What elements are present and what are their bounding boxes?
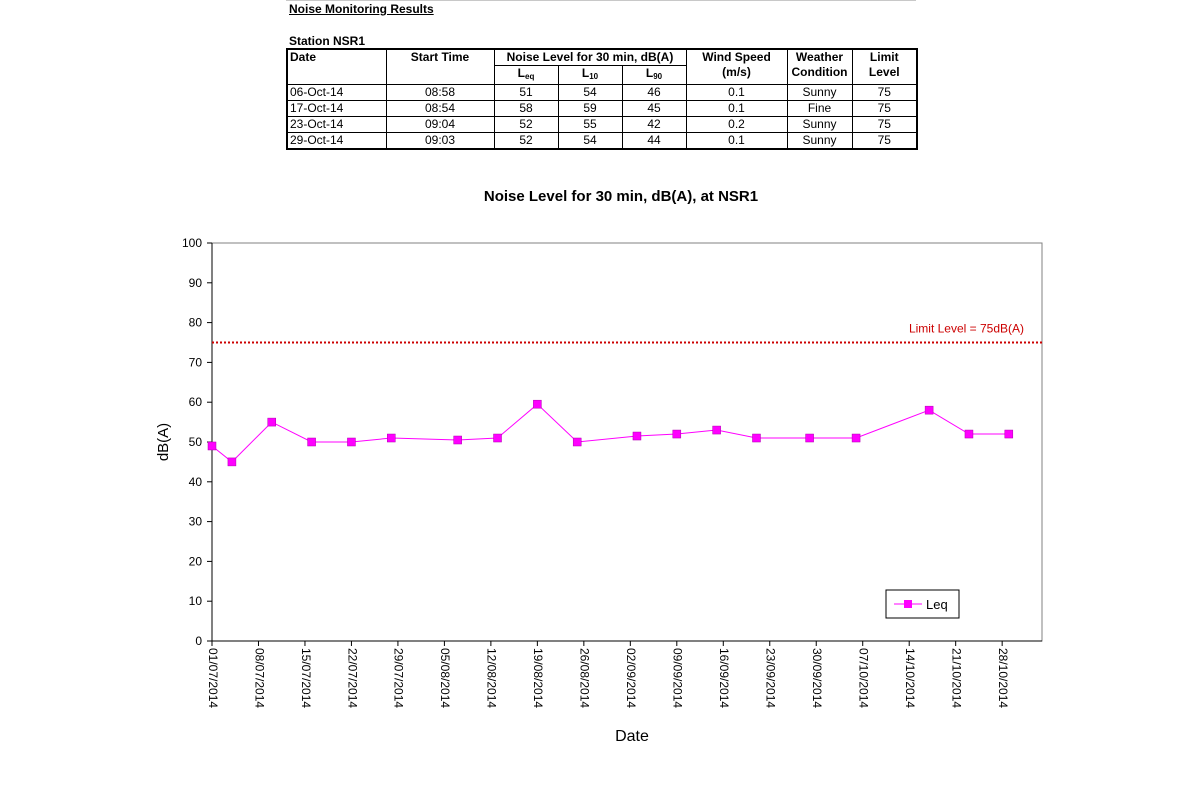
leq-symbol: L bbox=[517, 66, 525, 80]
cell-wind: 0.1 bbox=[685, 84, 788, 101]
legend-marker-leq bbox=[904, 600, 912, 608]
data-point-leq bbox=[307, 437, 316, 447]
data-point-leq bbox=[453, 435, 462, 445]
x-tick-label: 07/10/2014 bbox=[857, 648, 871, 708]
cell-l90: 46 bbox=[621, 84, 687, 101]
data-point-leq bbox=[924, 405, 934, 415]
data-point-leq bbox=[387, 433, 396, 443]
header-rule bbox=[286, 0, 916, 1]
l90-symbol: L bbox=[645, 66, 654, 80]
cell-limit: 75 bbox=[851, 132, 918, 150]
cell-date: 23-Oct-14 bbox=[286, 116, 387, 133]
y-tick-label: 90 bbox=[189, 276, 203, 290]
cell-weather: Fine bbox=[786, 100, 853, 117]
limit-label-1: Limit bbox=[869, 50, 899, 64]
y-tick-label: 10 bbox=[189, 594, 203, 608]
x-tick-label: 12/08/2014 bbox=[485, 648, 499, 708]
cell-leq: 51 bbox=[493, 84, 559, 101]
cell-weather: Sunny bbox=[786, 116, 853, 133]
cell-wind: 0.1 bbox=[685, 132, 788, 150]
data-point-leq bbox=[964, 429, 974, 439]
cell-limit: 75 bbox=[851, 84, 918, 101]
cell-wind: 0.2 bbox=[685, 116, 788, 133]
x-tick-label: 21/10/2014 bbox=[950, 648, 964, 708]
data-point-leq bbox=[805, 433, 814, 443]
y-tick-label: 60 bbox=[189, 395, 203, 409]
cell-l90: 44 bbox=[621, 132, 687, 150]
data-point-leq bbox=[1004, 429, 1014, 439]
table-row: 06-Oct-14 08:58 51 54 46 0.1 Sunny 75 bbox=[286, 84, 918, 101]
x-tick-label: 01/07/2014 bbox=[206, 648, 220, 708]
cell-l10: 55 bbox=[557, 116, 623, 133]
data-point-leq bbox=[227, 457, 237, 467]
x-tick-label: 29/07/2014 bbox=[392, 648, 406, 708]
y-tick-label: 70 bbox=[189, 355, 203, 369]
cell-date: 29-Oct-14 bbox=[286, 132, 387, 150]
data-point-leq bbox=[493, 433, 502, 443]
l10-symbol: L bbox=[581, 66, 590, 80]
y-tick-label: 30 bbox=[189, 515, 203, 529]
data-point-leq bbox=[347, 437, 356, 447]
y-tick-label: 50 bbox=[189, 435, 203, 449]
y-tick-label: 100 bbox=[182, 236, 202, 250]
data-point-leq bbox=[267, 417, 277, 427]
data-point-leq bbox=[207, 441, 217, 451]
x-tick-label: 02/09/2014 bbox=[624, 648, 638, 708]
cell-date: 17-Oct-14 bbox=[286, 100, 387, 117]
y-tick-label: 40 bbox=[189, 475, 203, 489]
y-tick-label: 20 bbox=[189, 554, 203, 568]
leq-subscript: eq bbox=[525, 72, 535, 81]
cell-start-time: 09:03 bbox=[385, 132, 495, 150]
wind-speed-label: Wind Speed bbox=[702, 50, 771, 64]
chart-title: Noise Level for 30 min, dB(A), at NSR1 bbox=[483, 188, 759, 205]
data-point-leq bbox=[672, 429, 682, 439]
report-title: Noise Monitoring Results bbox=[289, 2, 434, 16]
data-point-leq bbox=[712, 425, 721, 435]
x-tick-label: 16/09/2014 bbox=[717, 648, 731, 708]
x-tick-label: 23/09/2014 bbox=[764, 648, 778, 708]
weather-label-1: Weather bbox=[795, 50, 844, 64]
column-header-date: Date bbox=[286, 48, 387, 85]
legend-label-leq: Leq bbox=[926, 597, 948, 612]
column-header-wind-speed: Wind Speed (m/s) bbox=[685, 48, 788, 85]
x-tick-label: 15/07/2014 bbox=[299, 648, 313, 708]
wind-speed-unit: (m/s) bbox=[722, 65, 751, 79]
table-row: 23-Oct-14 09:04 52 55 42 0.2 Sunny 75 bbox=[286, 116, 918, 133]
y-tick-label: 80 bbox=[189, 316, 203, 330]
cell-limit: 75 bbox=[851, 116, 918, 133]
column-header-start-time: Start Time bbox=[385, 48, 495, 85]
weather-label-2: Condition bbox=[791, 65, 848, 79]
data-point-leq bbox=[752, 433, 761, 443]
x-tick-label: 22/07/2014 bbox=[345, 648, 359, 708]
limit-level-label: Limit Level = 75dB(A) bbox=[909, 322, 1024, 336]
data-point-leq bbox=[533, 399, 542, 409]
x-tick-label: 08/07/2014 bbox=[252, 648, 266, 708]
x-tick-label: 19/08/2014 bbox=[531, 648, 545, 708]
x-axis-title: Date bbox=[615, 728, 649, 745]
x-tick-label: 14/10/2014 bbox=[903, 648, 917, 708]
table-row: 29-Oct-14 09:03 52 54 44 0.1 Sunny 75 bbox=[286, 132, 918, 150]
y-tick-label: 0 bbox=[195, 634, 202, 648]
x-tick-label: 30/09/2014 bbox=[810, 648, 824, 708]
x-tick-label: 09/09/2014 bbox=[671, 648, 685, 708]
cell-start-time: 09:04 bbox=[385, 116, 495, 133]
cell-date: 06-Oct-14 bbox=[286, 84, 387, 101]
l90-subscript: 90 bbox=[653, 72, 663, 81]
y-axis-title: dB(A) bbox=[155, 423, 172, 461]
station-title: Station NSR1 bbox=[289, 34, 366, 48]
cell-leq: 52 bbox=[493, 116, 559, 133]
series-line-leq bbox=[211, 403, 1009, 463]
data-point-leq bbox=[632, 431, 642, 441]
x-tick-label: 05/08/2014 bbox=[438, 648, 452, 708]
data-point-leq bbox=[851, 433, 861, 443]
x-tick-label: 28/10/2014 bbox=[996, 648, 1010, 708]
l10-subscript: 10 bbox=[589, 72, 599, 81]
cell-weather: Sunny bbox=[786, 132, 853, 150]
data-point-leq bbox=[572, 437, 582, 447]
x-tick-label: 26/08/2014 bbox=[578, 648, 592, 708]
noise-results-table: Date Start Time Noise Level for 30 min, … bbox=[286, 48, 918, 150]
limit-label-2: Level bbox=[868, 65, 900, 79]
